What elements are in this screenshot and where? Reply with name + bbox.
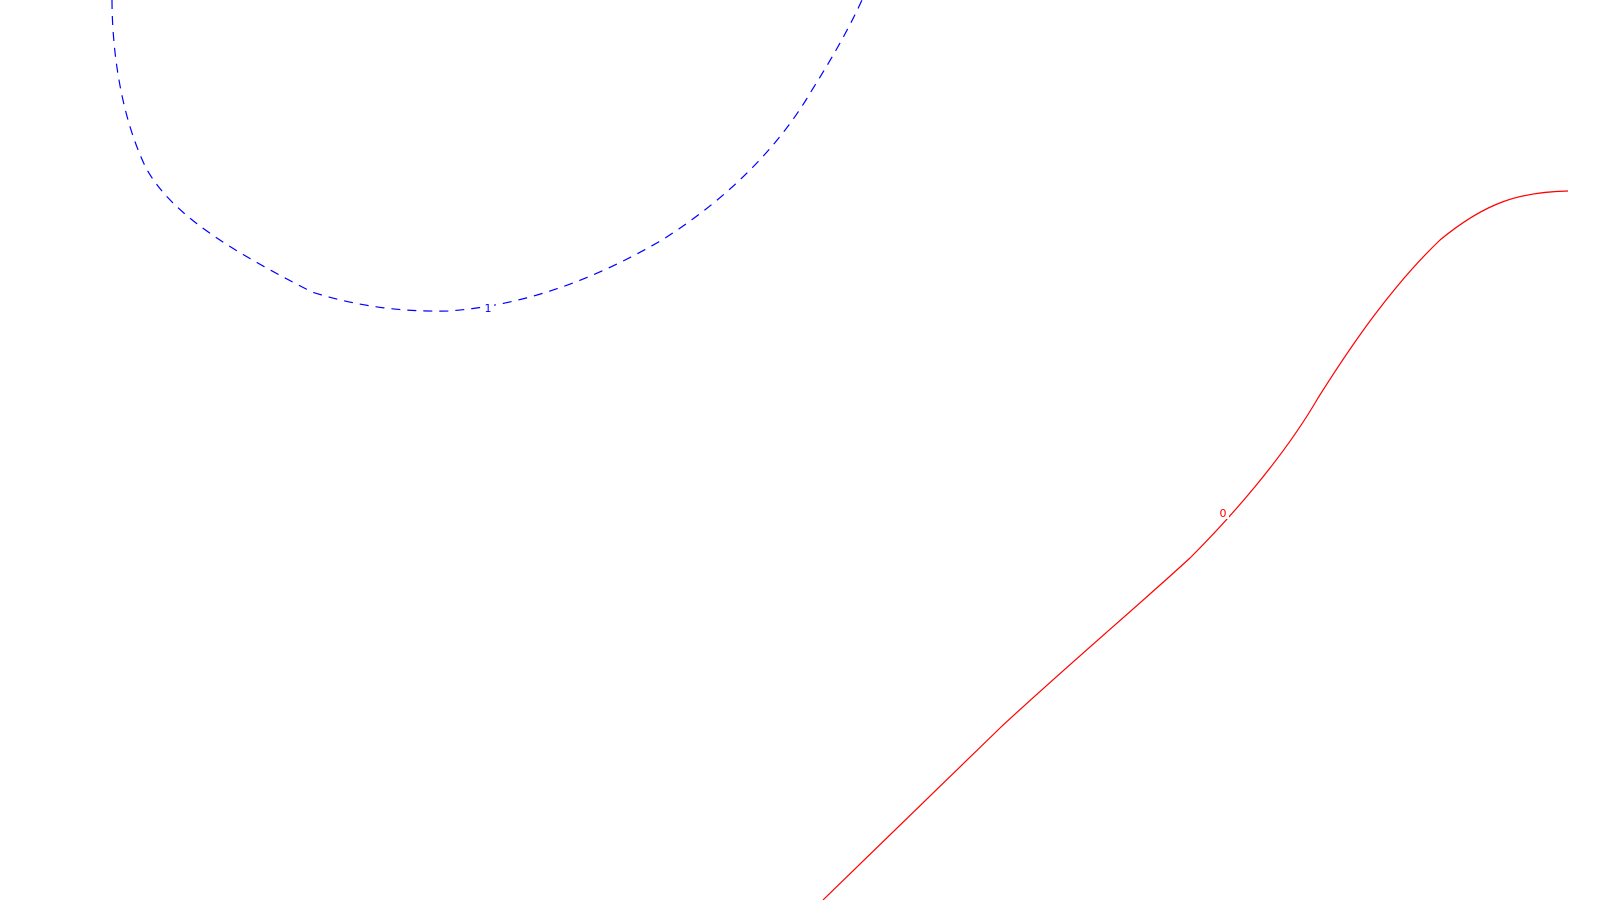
- contour-level-0: 0: [822, 190, 1569, 900]
- contour-label-0: 0: [1220, 507, 1227, 520]
- contour-label-background-0: [1217, 506, 1229, 519]
- contour-line-0: [822, 190, 1569, 900]
- contour-label-1: 1: [485, 302, 492, 315]
- contour-level-1: 1: [111, 0, 863, 315]
- contour-label-background-1: [482, 300, 494, 313]
- contour-line-1: [111, 0, 863, 312]
